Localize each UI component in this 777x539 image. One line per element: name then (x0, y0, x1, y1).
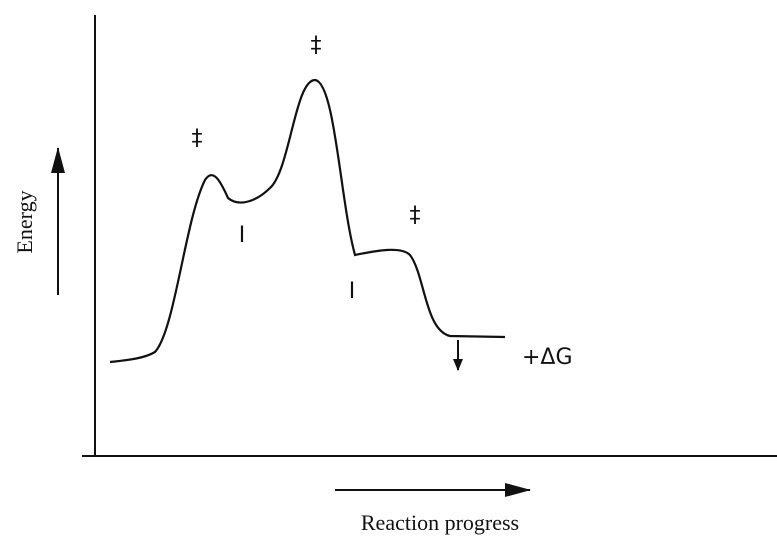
y-axis-label: Energy (12, 190, 37, 253)
transition-state-mark: ‡ (410, 203, 421, 228)
delta-g-label: +ΔG (522, 345, 573, 370)
intermediate-mark: I (239, 223, 246, 248)
energy-curve (109, 78, 506, 364)
x-axis-label: Reaction progress (361, 510, 519, 535)
transition-state-mark: ‡ (311, 33, 322, 58)
transition-state-mark: ‡ (192, 126, 203, 151)
intermediate-mark: I (349, 279, 356, 304)
